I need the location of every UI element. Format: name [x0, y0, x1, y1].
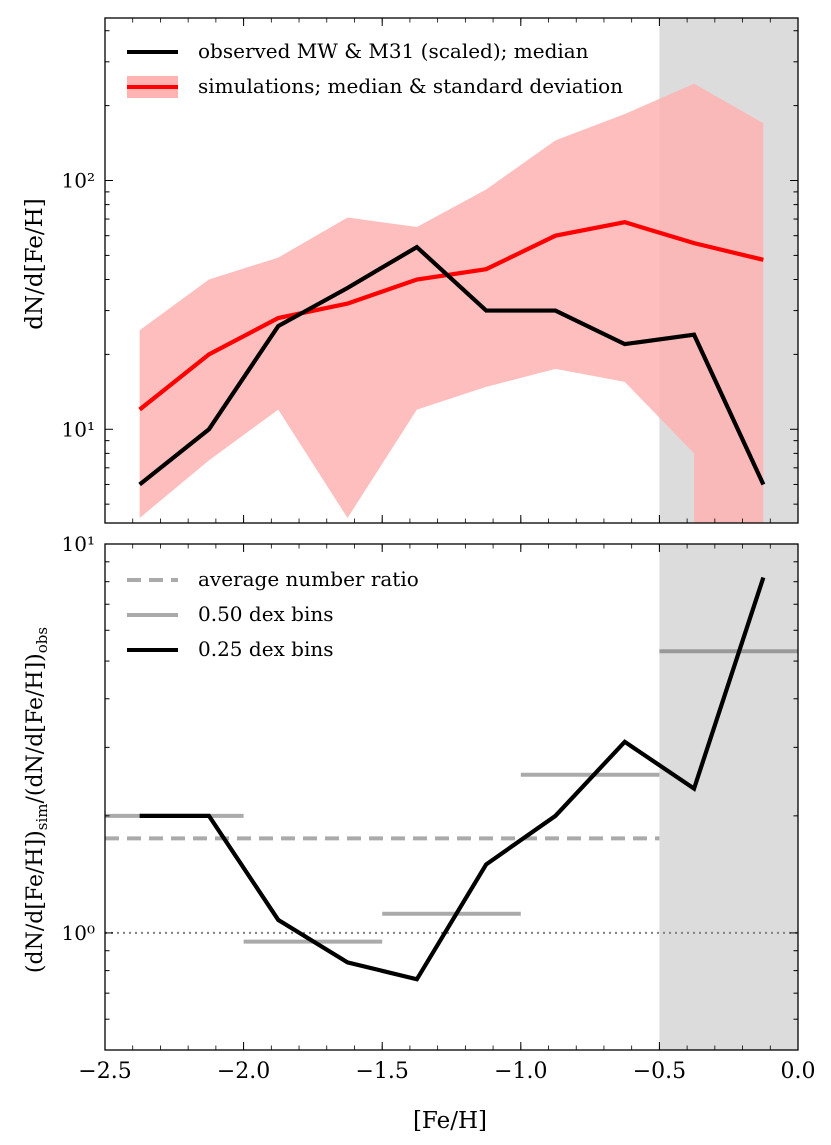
simulation-median-line — [138, 220, 764, 412]
observed-median-line — [138, 244, 766, 487]
bottom-y-axis-label: (dN/d[Fe/H])sim/(dN/d[Fe/H])obs — [23, 627, 51, 973]
legend-label-simulations: simulations; median & standard deviation — [198, 74, 623, 98]
bin-025-line — [139, 576, 766, 982]
x-tick-label: −1.0 — [494, 1059, 547, 1084]
x-tick-label: −2.0 — [217, 1059, 270, 1084]
bottom-legend: average number ratio 0.50 dex bins 0.25 … — [127, 567, 419, 661]
bottom-y-tick-label: 10¹ — [62, 532, 95, 556]
bottom-y-tick-label: 10⁰ — [62, 921, 95, 945]
top-y-tick-label: 10² — [62, 169, 95, 193]
top-y-axis-label: dN/d[Fe/H] — [22, 198, 48, 329]
bottom-shaded-region — [659, 544, 798, 1050]
top-y-tick-label: 10¹ — [62, 417, 95, 441]
top-panel: 10¹ 10² observed MW & M31 (scaled); media… — [22, 17, 799, 524]
top-axes-frame — [104, 17, 799, 524]
top-legend: observed MW & M31 (scaled); median simul… — [127, 39, 623, 98]
simulation-std-band — [139, 83, 764, 523]
legend-label-observed: observed MW & M31 (scaled); median — [198, 39, 589, 63]
legend-label-050-bins: 0.50 dex bins — [198, 602, 334, 626]
x-tick-label: −2.5 — [78, 1059, 131, 1084]
x-tick-label: −0.5 — [633, 1059, 686, 1084]
legend-label-025-bins: 0.25 dex bins — [198, 637, 334, 661]
x-axis-label: [Fe/H] — [413, 1108, 487, 1134]
legend-label-average-ratio: average number ratio — [198, 567, 419, 591]
bottom-panel: 10⁰ 10¹ −2.5 −2.0 −1.5 −1.0 −0.5 0.0 average nu… — [23, 532, 816, 1134]
bottom-axes-frame — [104, 543, 799, 1051]
x-tick-label: −1.5 — [355, 1059, 408, 1084]
x-tick-label: 0.0 — [781, 1059, 816, 1084]
